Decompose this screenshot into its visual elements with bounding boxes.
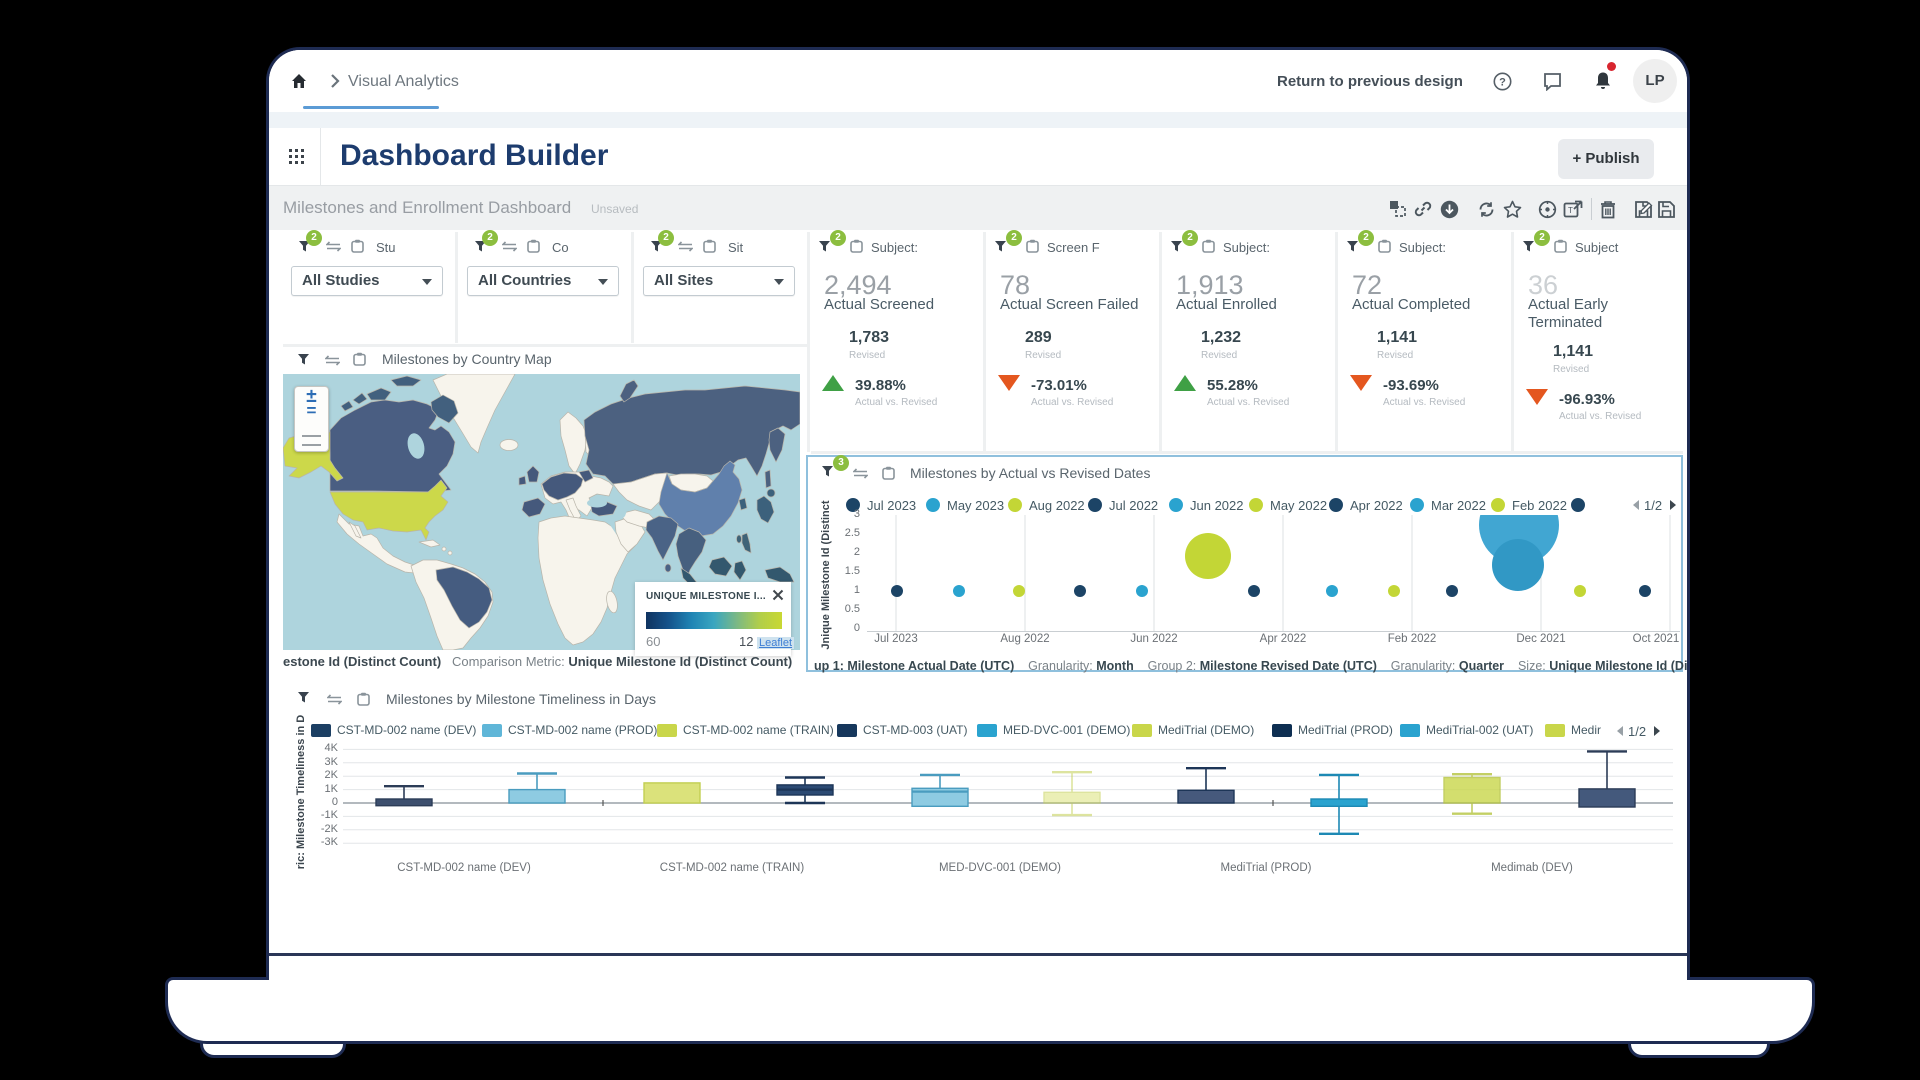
svg-text:T: T — [1568, 206, 1573, 215]
svg-text:?: ? — [1499, 77, 1506, 89]
